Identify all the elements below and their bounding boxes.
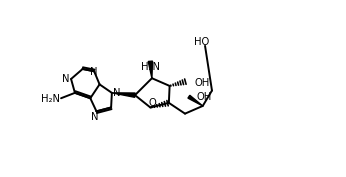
Text: N: N (91, 113, 99, 122)
Polygon shape (188, 95, 203, 106)
Text: N: N (62, 74, 70, 84)
Polygon shape (148, 61, 153, 78)
Text: OH: OH (197, 92, 212, 102)
Text: N: N (113, 88, 120, 98)
Text: H₂N: H₂N (40, 94, 60, 104)
Text: N: N (90, 67, 98, 77)
Text: OH: OH (194, 78, 210, 88)
Text: HO: HO (193, 37, 209, 47)
Text: H₂N: H₂N (141, 62, 160, 72)
Polygon shape (112, 93, 135, 97)
Text: O: O (148, 98, 156, 108)
